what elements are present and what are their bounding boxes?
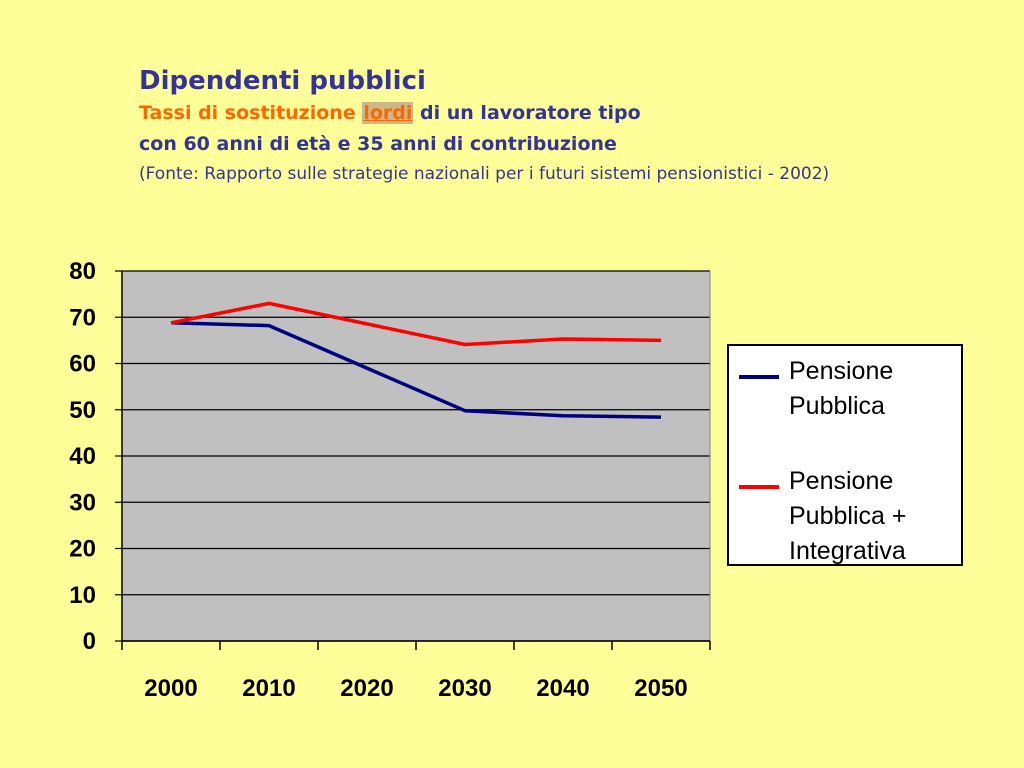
slide-subtitle: Tassi di sostituzione lordi di un lavora…: [139, 98, 999, 129]
series-line-2: [170, 301, 662, 347]
legend-item-series-2: Pensione Pubblica + Integrativa: [739, 464, 906, 569]
x-tick-label-2050: 2050: [634, 675, 687, 702]
x-tick-label-2020: 2020: [340, 675, 393, 702]
y-tick-label-0: 0: [83, 628, 96, 655]
subtitle-part2: di un lavoratore tipo: [420, 102, 641, 124]
x-tick-label-2010: 2010: [242, 675, 295, 702]
y-tick-label-70: 70: [69, 304, 96, 331]
legend-swatch-series-2: [739, 485, 779, 489]
y-tick-label-60: 60: [69, 351, 96, 378]
y-tick-label-10: 10: [69, 582, 96, 609]
slide-title: Dipendenti pubblici: [139, 66, 426, 96]
subtitle-part1: Tassi di sostituzione: [139, 102, 356, 124]
legend-label-series-1: Pensione Pubblica: [789, 357, 894, 420]
x-tick-label-2000: 2000: [144, 675, 197, 702]
y-tick-label-50: 50: [69, 397, 96, 424]
slide-subtitle-line2: con 60 anni di età e 35 anni di contribu…: [139, 133, 617, 155]
y-tick-label-80: 80: [69, 258, 96, 285]
y-tick-label-30: 30: [69, 489, 96, 516]
source-note: (Fonte: Rapporto sulle strategie naziona…: [139, 164, 830, 184]
slide-header: Dipendenti pubblici Tassi di sostituzion…: [139, 64, 999, 188]
legend-item-series-1: Pensione Pubblica: [739, 354, 893, 424]
series-line-1: [170, 321, 662, 419]
x-tick-label-2030: 2030: [438, 675, 491, 702]
y-tick-label-40: 40: [69, 443, 96, 470]
chart-legend: Pensione Pubblica Pensione Pubblica + In…: [727, 344, 963, 566]
subtitle-highlight-lordi: lordi: [362, 102, 414, 124]
y-tick-label-20: 20: [69, 536, 96, 563]
legend-swatch-series-1: [739, 375, 779, 379]
x-tick-label-2040: 2040: [536, 675, 589, 702]
legend-label-series-2: Pensione Pubblica + Integrativa: [789, 467, 907, 565]
